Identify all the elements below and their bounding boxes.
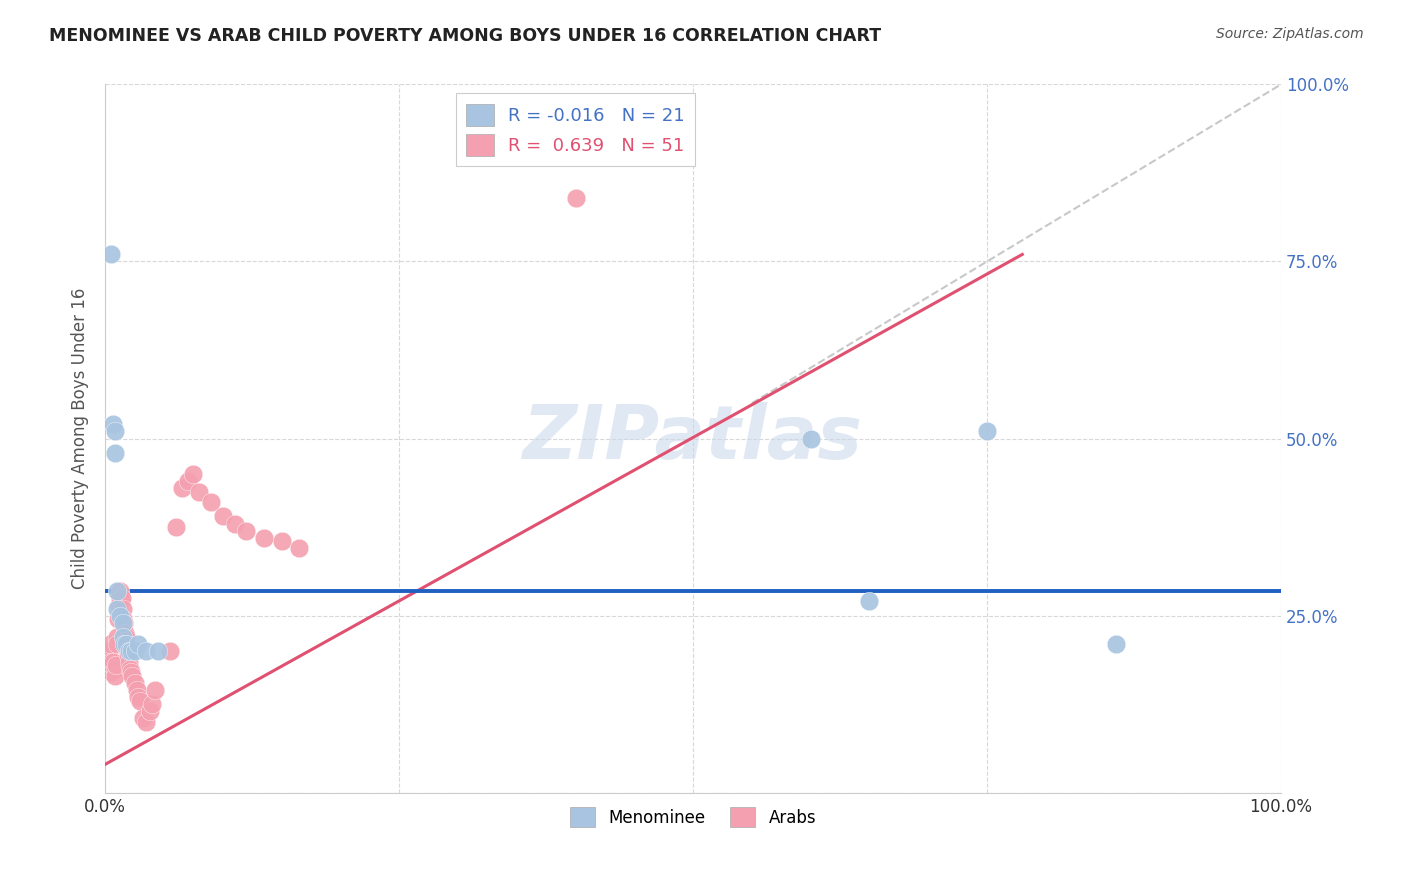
Point [105, 630, 128, 644]
Point [103, 655, 125, 669]
Point [97, 651, 120, 665]
Point [120, 644, 142, 658]
Point [104, 669, 127, 683]
Point [253, 531, 276, 545]
Point [112, 615, 135, 630]
Text: ZIPatlas: ZIPatlas [523, 402, 863, 475]
Point [104, 425, 127, 439]
Point [176, 474, 198, 488]
Point [115, 630, 138, 644]
Point [118, 662, 141, 676]
Point [111, 601, 134, 615]
Point [235, 524, 257, 538]
Point [115, 640, 138, 655]
Point [135, 644, 157, 658]
Point [125, 683, 148, 698]
Point [98, 637, 121, 651]
Point [111, 615, 134, 630]
Text: MENOMINEE VS ARAB CHILD POVERTY AMONG BOYS UNDER 16 CORRELATION CHART: MENOMINEE VS ARAB CHILD POVERTY AMONG BO… [49, 27, 882, 45]
Point [165, 520, 187, 534]
Point [139, 704, 162, 718]
Y-axis label: Child Poverty Among Boys Under 16: Child Poverty Among Boys Under 16 [72, 288, 89, 590]
Point [159, 644, 181, 658]
Point [108, 598, 131, 612]
Point [1105, 637, 1128, 651]
Point [100, 665, 122, 680]
Text: Source: ZipAtlas.com: Source: ZipAtlas.com [1216, 27, 1364, 41]
Point [121, 669, 143, 683]
Point [183, 467, 205, 481]
Point [110, 583, 132, 598]
Point [115, 637, 138, 651]
Legend: Menominee, Arabs: Menominee, Arabs [564, 800, 823, 834]
Point [124, 676, 146, 690]
Point [117, 648, 139, 662]
Point [564, 191, 586, 205]
Point [110, 608, 132, 623]
Point [104, 658, 127, 673]
Point [107, 612, 129, 626]
Point [105, 637, 128, 651]
Point [224, 516, 246, 531]
Point [170, 481, 193, 495]
Point [143, 683, 166, 698]
Point [146, 644, 169, 658]
Point [129, 693, 152, 707]
Point [111, 591, 134, 605]
Point [135, 714, 157, 729]
Point [200, 495, 222, 509]
Point [120, 665, 142, 680]
Point [111, 630, 134, 644]
Point [105, 583, 128, 598]
Point [114, 626, 136, 640]
Point [111, 612, 134, 626]
Point [105, 601, 128, 615]
Point [118, 644, 141, 658]
Point [104, 662, 127, 676]
Point [118, 655, 141, 669]
Point [800, 432, 823, 446]
Point [110, 591, 132, 605]
Point [976, 425, 998, 439]
Point [141, 697, 163, 711]
Point [127, 690, 149, 704]
Point [104, 446, 127, 460]
Point [100, 247, 122, 261]
Point [270, 534, 292, 549]
Point [127, 637, 149, 651]
Point [101, 658, 124, 673]
Point [188, 484, 211, 499]
Point [112, 637, 135, 651]
Point [97, 644, 120, 658]
Point [132, 711, 155, 725]
Point [100, 655, 122, 669]
Point [103, 417, 125, 432]
Point [288, 541, 311, 556]
Point [211, 509, 233, 524]
Point [858, 594, 880, 608]
Point [124, 644, 146, 658]
